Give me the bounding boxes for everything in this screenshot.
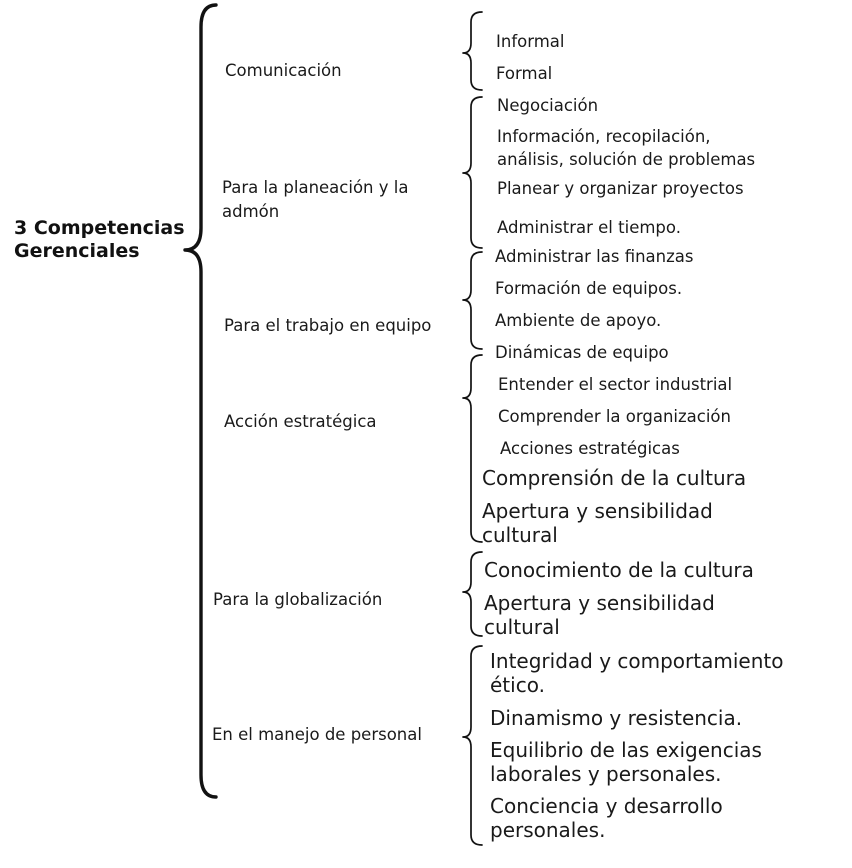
leaf-item: Administrar las finanzas <box>495 247 694 266</box>
leaf-item: Dinamismo y resistencia. <box>490 706 743 730</box>
leaf-item: Negociación <box>497 96 599 115</box>
brace-planeacion-admon <box>462 96 483 249</box>
branch-label-globalizacion: Para la globalización <box>213 590 383 609</box>
leaf-item: Informal <box>496 32 565 51</box>
leaf-item: Información, recopilación, análisis, sol… <box>497 127 756 169</box>
brace-trabajo-en-equipo <box>462 251 483 350</box>
leaf-item: Comprender la organización <box>498 407 731 426</box>
branch-label-planeacion-admon: Para la planeación y la admón <box>222 178 409 221</box>
brace-accion-estrategica <box>462 354 483 543</box>
brace-comunicacion <box>462 11 483 91</box>
leaf-item: Formación de equipos. <box>495 279 683 298</box>
leaf-item: Conocimiento de la cultura <box>484 558 754 582</box>
leaf-item: Apertura y sensibilidad cultural <box>482 499 713 547</box>
leaf-item: Conciencia y desarrollo personales. <box>490 794 723 842</box>
branch-label-manejo-personal: En el manejo de personal <box>212 725 422 744</box>
branch-label-accion-estrategica: Acción estratégica <box>224 412 377 431</box>
branch-label-comunicacion: Comunicación <box>225 61 342 80</box>
leaf-item: Formal <box>496 64 553 83</box>
branch-label-trabajo-en-equipo: Para el trabajo en equipo <box>224 316 432 335</box>
leaf-item: Equilibrio de las exigencias laborales y… <box>490 738 762 786</box>
brace-manejo-personal <box>462 645 483 846</box>
leaf-item: Acciones estratégicas <box>500 439 680 458</box>
root-label: 3 Competencias Gerenciales <box>14 217 185 262</box>
leaf-item: Apertura y sensibilidad cultural <box>484 591 715 639</box>
brace-globalizacion <box>462 551 483 637</box>
leaf-item: Ambiente de apoyo. <box>495 311 662 330</box>
leaf-item: Dinámicas de equipo <box>495 343 669 362</box>
leaf-item: Administrar el tiempo. <box>497 218 681 237</box>
leaf-item: Planear y organizar proyectos <box>497 179 744 198</box>
leaf-item: Entender el sector industrial <box>498 375 733 394</box>
leaf-item: Integridad y comportamiento ético. <box>490 649 784 697</box>
leaf-item: Comprensión de la cultura <box>482 466 747 490</box>
root-brace <box>183 3 218 799</box>
